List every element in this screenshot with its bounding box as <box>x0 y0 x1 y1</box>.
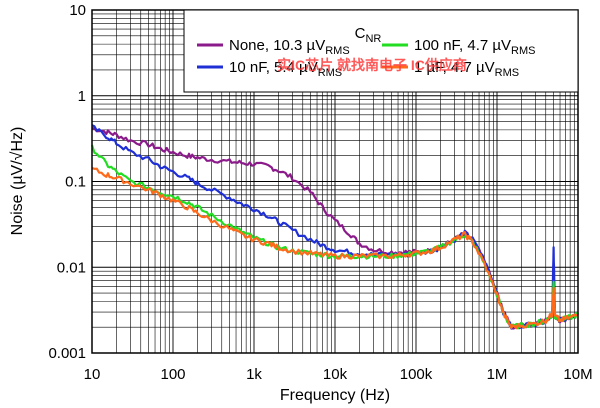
legend-label: None, 10.3 µVRMS <box>229 37 350 57</box>
y-tick-label: 1 <box>78 88 86 105</box>
legend-label: 1 µF, 4.7 µVRMS <box>414 59 519 79</box>
legend-box <box>183 9 579 93</box>
tick-labels: 10 100 1k 10k 100k 1M 10M 0.001 0.01 0.1 1 10 <box>48 2 592 383</box>
y-tick-label: 0.01 <box>57 259 86 276</box>
series-line <box>91 166 579 330</box>
x-axis-title: Frequency (Hz) <box>280 387 390 404</box>
x-tick-label: 100 <box>160 366 185 383</box>
x-tick-label: 1k <box>246 366 262 383</box>
x-tick-label: 1M <box>487 366 508 383</box>
y-axis-title: Noise (µV/√Hz) <box>9 127 26 236</box>
series-lines <box>90 124 579 330</box>
watermark-text: 实IC芯片 就找南电子 IC供应商 <box>277 57 467 73</box>
y-tick-label: 0.1 <box>65 174 86 191</box>
legend-label: 100 nF, 4.7 µVRMS <box>414 37 536 57</box>
y-tick-label: 0.001 <box>48 345 86 362</box>
x-tick-label: 100k <box>400 366 433 383</box>
legend-title: CNR <box>355 25 382 45</box>
x-tick-label: 10M <box>563 366 592 383</box>
x-tick-label: 10k <box>323 366 348 383</box>
x-tick-label: 10 <box>84 366 101 383</box>
y-tick-label: 10 <box>69 2 86 19</box>
legend-label: 10 nF, 5.4 µVRMS <box>229 59 342 79</box>
